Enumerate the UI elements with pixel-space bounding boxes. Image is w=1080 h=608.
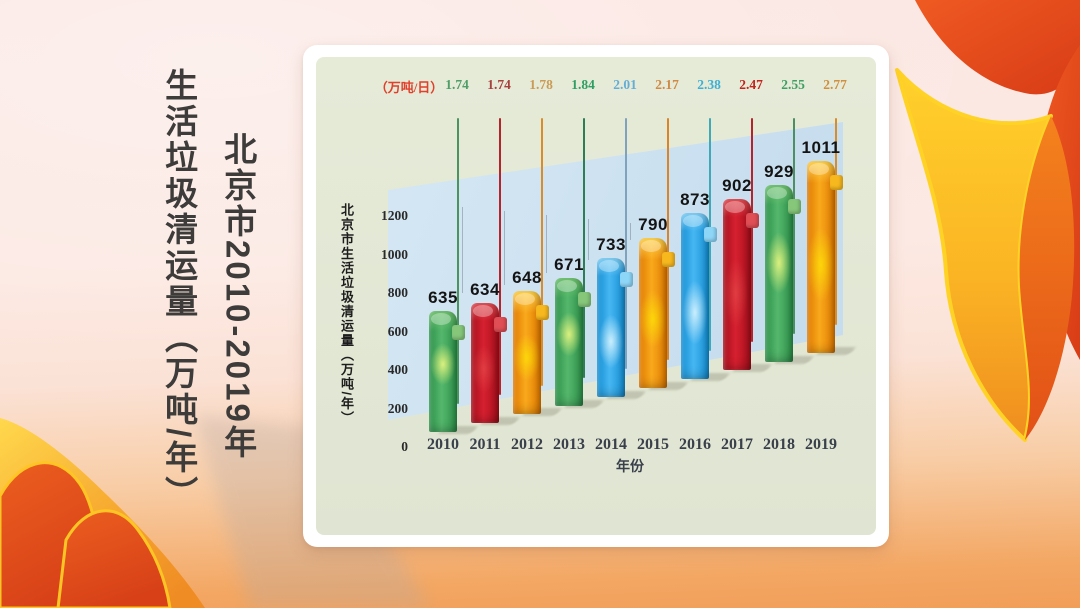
daily-value-2019: 2.77 — [823, 77, 847, 92]
bar-tab-2016 — [704, 227, 717, 243]
bar-2017 — [723, 199, 759, 371]
year-label-2014: 2014 — [595, 436, 627, 453]
daily-value-2013: 1.84 — [571, 77, 595, 92]
daily-value-2016: 2.38 — [697, 77, 721, 92]
bar-tab-2011 — [494, 316, 507, 332]
year-label-2013: 2013 — [553, 436, 585, 453]
y-tick-1200: 1200 — [381, 208, 408, 223]
bar-tab-2013 — [578, 292, 591, 308]
year-label-2012: 2012 — [511, 436, 543, 453]
daily-value-2014: 2.01 — [613, 77, 637, 92]
stem-2012 — [541, 118, 543, 387]
y-tick-400: 400 — [387, 362, 408, 377]
chart-card: （万吨/日） 北京市生活垃圾清运量（万吨/年） 年份 1200 1000 800 60… — [303, 45, 889, 547]
stem-2014 — [625, 118, 627, 369]
stem-2010 — [457, 118, 459, 404]
bar-tab-2018 — [788, 199, 801, 215]
stem-2013 — [583, 118, 585, 378]
stem-2015 — [667, 118, 669, 360]
stem-2018 — [793, 118, 795, 334]
bar-tab-2019 — [830, 174, 843, 190]
bar-value-2016: 873 — [680, 190, 710, 210]
year-label-2010: 2010 — [427, 436, 459, 453]
bar-2011 — [471, 302, 507, 424]
bar-2016 — [681, 213, 717, 380]
bar-2013 — [555, 278, 591, 406]
stem-echo-2013 — [588, 219, 589, 261]
chart-panel: （万吨/日） 北京市生活垃圾清运量（万吨/年） 年份 1200 1000 800 60… — [316, 57, 876, 535]
bar-2010 — [429, 311, 465, 432]
page-title-line-2: 生活垃圾清运量（万吨/年） — [160, 68, 198, 513]
stem-2011 — [499, 118, 501, 396]
stem-echo-2011 — [504, 211, 505, 285]
y-tick-600: 600 — [387, 323, 408, 339]
bar-value-2015: 790 — [638, 214, 668, 234]
y-tick-800: 800 — [387, 285, 408, 300]
stem-echo-2014 — [630, 223, 631, 240]
stem-2019 — [835, 118, 837, 325]
y-axis-title: 北京市生活垃圾清运量（万吨/年） — [339, 203, 354, 426]
y-tick-1000: 1000 — [381, 246, 408, 262]
daily-value-2018: 2.55 — [781, 77, 805, 92]
y-tick-0: 0 — [401, 439, 408, 454]
bar-value-2019: 1011 — [801, 137, 841, 157]
daily-unit-label: （万吨/日） — [374, 80, 444, 95]
bar-2015 — [639, 237, 675, 388]
bar-value-2011: 634 — [470, 279, 500, 299]
stem-echo-2012 — [546, 215, 547, 274]
page-title-line-1: 北京市2010-2019年 — [219, 132, 257, 461]
year-label-2011: 2011 — [469, 436, 501, 453]
daily-value-2015: 2.17 — [655, 77, 679, 92]
daily-value-2011: 1.74 — [487, 77, 511, 92]
year-label-2019: 2019 — [805, 436, 837, 453]
bar-value-2013: 671 — [554, 255, 584, 275]
flame-orange-inner — [1019, 116, 1075, 440]
bar-tab-2012 — [536, 305, 549, 321]
bar-tab-2010 — [452, 325, 465, 341]
bar-tab-2015 — [662, 251, 675, 267]
bar-tab-2014 — [620, 271, 633, 287]
bar-value-2012: 648 — [512, 268, 542, 288]
bar-tab-2017 — [746, 213, 759, 229]
daily-value-2010: 1.74 — [445, 77, 469, 92]
bar-value-2017: 902 — [722, 176, 752, 196]
year-label-2016: 2016 — [679, 436, 711, 453]
year-label-2018: 2018 — [763, 436, 795, 453]
y-tick-200: 200 — [387, 400, 408, 416]
flame-ornament-icon — [895, 0, 1080, 442]
bar-2012 — [513, 291, 549, 415]
flame-red-top — [915, 0, 1080, 95]
hill-red-wave-2 — [56, 509, 172, 608]
bar-value-2010: 635 — [428, 288, 458, 308]
daily-value-2017: 2.47 — [739, 77, 763, 92]
x-axis-label: 年份 — [616, 460, 644, 475]
bar-value-2018: 929 — [764, 162, 794, 182]
bar-2014 — [597, 257, 633, 397]
hill-ornament-icon — [0, 418, 205, 608]
stem-2017 — [751, 118, 753, 343]
year-label-2017: 2017 — [721, 436, 753, 453]
flame-yellow-petal — [895, 68, 1053, 442]
bar-2019 — [807, 160, 843, 353]
bar-2018 — [765, 185, 801, 362]
bar-value-2014: 733 — [596, 234, 626, 254]
stem-echo-2010 — [462, 207, 463, 294]
year-label-2015: 2015 — [637, 436, 669, 453]
daily-value-2012: 1.78 — [529, 77, 553, 92]
